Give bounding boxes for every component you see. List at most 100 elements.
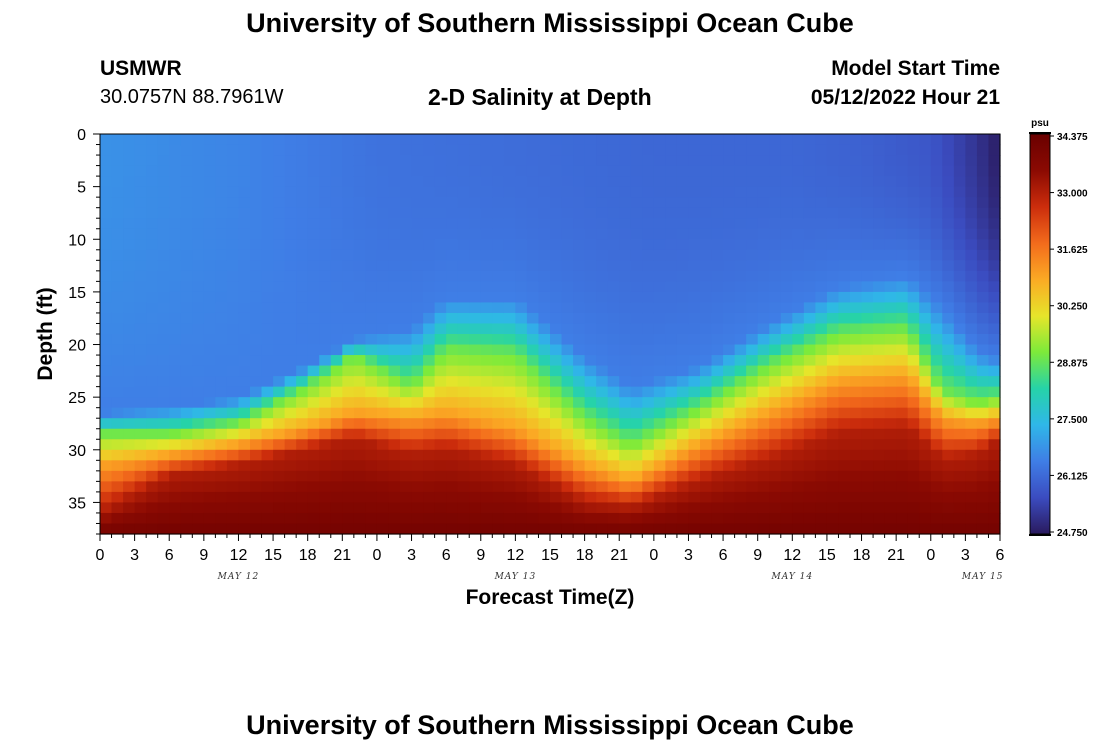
heatmap-cell	[561, 355, 574, 367]
heatmap-cell	[423, 365, 436, 377]
heatmap-cell	[607, 418, 620, 430]
heatmap-cell	[676, 460, 690, 472]
heatmap-cell	[769, 228, 782, 240]
heatmap-cell	[411, 197, 424, 209]
heatmap-cell	[861, 397, 874, 409]
heatmap-cell	[550, 249, 563, 261]
heatmap-cell	[769, 502, 782, 514]
heatmap-cell	[388, 165, 401, 177]
heatmap-cell	[896, 491, 909, 504]
heatmap-cell	[746, 176, 759, 188]
chart-subtitle: 2-D Salinity at Depth	[428, 84, 652, 110]
heatmap-cell	[515, 155, 528, 167]
heatmap-cell	[838, 460, 851, 472]
heatmap-cell	[873, 481, 886, 493]
heatmap-cell	[423, 249, 436, 261]
x-date-label: MAY 15	[961, 572, 1004, 582]
heatmap-cell	[942, 302, 955, 314]
heatmap-cell	[157, 386, 170, 398]
heatmap-cell	[169, 249, 182, 261]
heatmap-cell	[319, 523, 332, 535]
heatmap-cell	[561, 144, 574, 156]
heatmap-cell	[861, 228, 874, 240]
heatmap-cell	[803, 460, 816, 472]
heatmap-cell	[873, 323, 886, 335]
heatmap-cell	[884, 260, 897, 272]
heatmap-cell	[930, 376, 943, 388]
heatmap-cell	[123, 155, 136, 167]
heatmap-cell	[700, 460, 713, 472]
heatmap-cell	[815, 460, 828, 472]
heatmap-cell	[123, 239, 136, 251]
heatmap-cell	[607, 218, 620, 230]
heatmap-cell	[134, 365, 147, 377]
heatmap-cell	[803, 323, 816, 335]
heatmap-cell	[423, 512, 436, 525]
heatmap-cell	[930, 470, 943, 482]
heatmap-cell	[665, 386, 678, 398]
heatmap-cell	[850, 207, 863, 219]
heatmap-cell	[515, 491, 528, 504]
heatmap-cell	[826, 155, 840, 167]
heatmap-cell	[630, 239, 643, 251]
heatmap-cell	[134, 428, 147, 440]
heatmap-cell	[584, 197, 597, 209]
heatmap-cell	[480, 291, 493, 304]
heatmap-cell	[734, 270, 747, 282]
heatmap-cell	[976, 228, 990, 240]
heatmap-cell	[215, 334, 228, 346]
heatmap-cell	[400, 218, 413, 230]
heatmap-cell	[826, 470, 840, 482]
heatmap-cell	[757, 512, 770, 525]
heatmap-cell	[203, 312, 216, 325]
heatmap-cell	[838, 218, 851, 230]
heatmap-cell	[480, 249, 493, 261]
heatmap-cell	[134, 270, 147, 282]
heatmap-cell	[965, 386, 978, 398]
heatmap-cell	[976, 365, 990, 377]
heatmap-cell	[896, 460, 909, 472]
heatmap-cell	[953, 407, 966, 419]
heatmap-cell	[215, 228, 228, 240]
heatmap-cell	[342, 334, 355, 346]
heatmap-cell	[734, 176, 747, 188]
heatmap-cell	[965, 197, 978, 209]
heatmap-cell	[630, 491, 643, 504]
heatmap-cell	[711, 523, 724, 535]
heatmap-cell	[365, 449, 378, 461]
heatmap-cell	[169, 418, 182, 430]
heatmap-cell	[653, 376, 666, 388]
heatmap-cell	[734, 365, 747, 377]
heatmap-cell	[930, 491, 943, 504]
heatmap-cell	[411, 512, 424, 525]
heatmap-cell	[134, 228, 147, 240]
heatmap-cell	[192, 481, 205, 493]
heatmap-cell	[573, 470, 586, 482]
heatmap-cell	[215, 512, 228, 525]
heatmap-cell	[480, 376, 493, 388]
heatmap-cell	[942, 491, 955, 504]
heatmap-cell	[388, 460, 401, 472]
heatmap-cell	[642, 302, 655, 314]
heatmap-cell	[792, 449, 805, 461]
heatmap-cell	[642, 439, 655, 451]
heatmap-cell	[653, 512, 666, 525]
heatmap-cell	[307, 186, 320, 198]
heatmap-cell	[780, 523, 793, 535]
heatmap-cell	[365, 186, 378, 198]
heatmap-cell	[550, 365, 563, 377]
heatmap-cell	[619, 481, 632, 493]
heatmap-cell	[630, 418, 643, 430]
heatmap-cell	[526, 197, 540, 209]
heatmap-cell	[873, 291, 886, 304]
heatmap-cell	[538, 155, 551, 167]
heatmap-cell	[296, 176, 309, 188]
heatmap-cell	[180, 323, 193, 335]
heatmap-cell	[746, 439, 759, 451]
heatmap-cell	[388, 470, 401, 482]
heatmap-cell	[503, 491, 516, 504]
heatmap-cell	[538, 470, 551, 482]
heatmap-cell	[457, 386, 470, 398]
heatmap-cell	[400, 355, 413, 367]
heatmap-cell	[134, 291, 147, 304]
